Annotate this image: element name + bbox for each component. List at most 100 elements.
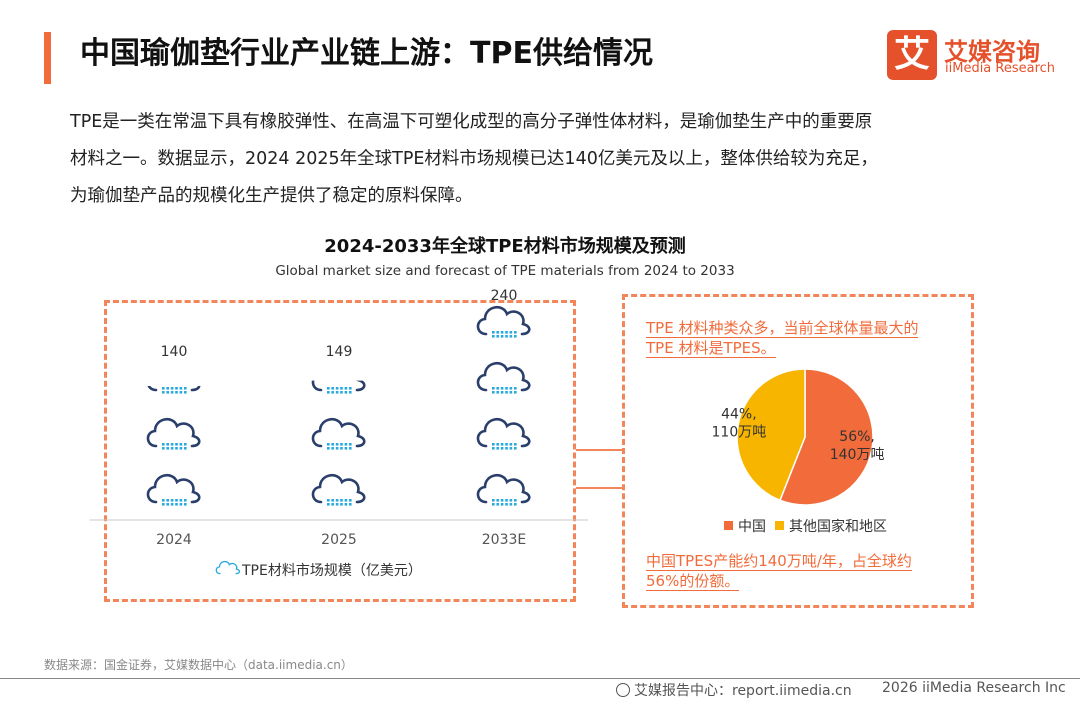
cloud-dot <box>496 499 499 502</box>
legend-label: 其他国家和地区 <box>789 519 887 535</box>
cloud-dot <box>327 387 330 390</box>
cloud-dot <box>505 503 508 506</box>
cloud-dot <box>500 499 504 502</box>
bar-value-label: 240 <box>491 288 518 304</box>
cloud-dot <box>335 387 339 390</box>
chart-subtitle: Global market size and forecast of TPE m… <box>275 263 735 279</box>
cloud-dot <box>166 443 169 446</box>
cloud-dot <box>349 499 352 502</box>
cloud-dot <box>344 447 348 450</box>
cloud-outline <box>311 474 366 504</box>
logo-english-name: iiMedia Research <box>945 61 1056 76</box>
cloud-dot <box>170 387 174 390</box>
cloud-dot <box>184 499 187 502</box>
iimedia-logo: 艾 艾媒咨询 iiMedia Research <box>887 30 1067 82</box>
cloud-outline <box>476 474 531 504</box>
callout-china-capacity: 中国TPES产能约140万吨/年，占全球约 56%的份额。 <box>646 551 966 591</box>
cloud-dot <box>335 503 339 506</box>
cloud-dot <box>340 499 343 502</box>
cloud-dot <box>514 443 517 446</box>
footer-copyright: 2026 iiMedia Research Inc <box>882 680 1066 696</box>
cloud-dot <box>184 391 187 394</box>
cloud-dot <box>179 503 183 506</box>
cloud-dot <box>496 391 499 394</box>
cloud-dot <box>496 447 499 450</box>
market-size-panel <box>104 300 576 602</box>
cloud-dot <box>170 391 174 394</box>
footer-report-text: 艾媒报告中心：report.iimedia.cn <box>634 683 852 699</box>
cloud-dot <box>344 503 348 506</box>
x-tick-label: 2033E <box>482 532 526 548</box>
callout-line: 中国TPES产能约140万吨/年，占全球约 <box>646 552 912 571</box>
cloud-dot <box>335 447 339 450</box>
cloud-icon <box>476 418 531 450</box>
cloud-dot <box>340 503 343 506</box>
cloud-dot <box>505 391 508 394</box>
cloud-dot <box>500 335 504 338</box>
cloud-dot <box>162 443 165 446</box>
cloud-dot <box>496 443 499 446</box>
cloud-dot <box>175 387 178 390</box>
cloud-dot <box>162 499 165 502</box>
cloud-dot <box>175 499 178 502</box>
cloud-icon <box>311 418 366 450</box>
cloud-dot <box>496 503 499 506</box>
cloud-dot <box>166 391 169 394</box>
title-accent-bar <box>44 32 51 84</box>
footer-divider <box>0 678 1080 679</box>
callout-tpe-types: TPE 材料种类众多，当前全球体量最大的 TPE 材料是TPES。 <box>646 318 966 358</box>
cloud-dot <box>514 387 517 390</box>
cloud-dot <box>496 335 499 338</box>
pie-data-label: 56%, <box>839 429 875 445</box>
cloud-outline <box>147 386 201 392</box>
cloud-icon <box>146 474 201 506</box>
cloud-dot <box>492 387 495 390</box>
cloud-dot <box>170 443 174 446</box>
callout-line: TPE 材料是TPES。 <box>646 339 776 358</box>
pie-data-label: 140万吨 <box>830 447 885 463</box>
globe-icon <box>616 683 630 697</box>
cloud-dot <box>492 447 495 450</box>
cloud-dot <box>166 503 169 506</box>
pie-data-label: 110万吨 <box>712 424 767 440</box>
cloud-dot <box>349 443 352 446</box>
cloud-dot <box>175 447 178 450</box>
bar-legend-label: TPE材料市场规模（亿美元） <box>241 562 422 579</box>
cloud-dot <box>184 447 187 450</box>
legend-cloud-icon <box>215 560 241 575</box>
page-title: 中国瑜伽垫行业产业链上游：TPE供给情况 <box>80 36 653 71</box>
cloud-dot <box>179 387 183 390</box>
cloud-icon <box>311 380 366 394</box>
cloud-dot <box>500 503 504 506</box>
intro-line: TPE是一类在常温下具有橡胶弹性、在高温下可塑化成型的高分子弹性体材料，是瑜伽垫… <box>70 112 873 132</box>
cloud-dot <box>331 499 334 502</box>
cloud-dot <box>349 387 352 390</box>
cloud-dot <box>184 387 187 390</box>
cloud-dot <box>505 335 508 338</box>
cloud-dot <box>496 331 499 334</box>
cloud-dot <box>184 503 187 506</box>
pie-data-label: 44%, <box>721 406 757 422</box>
cloud-dot <box>327 499 330 502</box>
cloud-dot <box>500 331 504 334</box>
cloud-outline <box>476 306 531 336</box>
footer-report-center: 艾媒报告中心：report.iimedia.cn <box>616 680 852 700</box>
cloud-outline <box>146 474 201 504</box>
cloud-dot <box>349 503 352 506</box>
chart-title: 2024-2033年全球TPE材料市场规模及预测 <box>324 236 686 257</box>
cloud-dot <box>179 391 183 394</box>
cloud-dot <box>505 499 508 502</box>
cloud-icon <box>476 474 531 506</box>
cloud-dot <box>184 443 187 446</box>
cloud-dot <box>327 503 330 506</box>
cloud-dot <box>492 335 495 338</box>
cloud-dot <box>162 447 165 450</box>
cloud-dot <box>162 503 165 506</box>
callout-line: TPE 材料种类众多，当前全球体量最大的 <box>646 319 919 338</box>
cloud-icon <box>147 386 201 394</box>
cloud-dot <box>505 331 508 334</box>
cloud-dot <box>340 443 343 446</box>
cloud-outline <box>311 418 366 448</box>
cloud-dot <box>170 499 174 502</box>
cloud-dot <box>505 443 508 446</box>
